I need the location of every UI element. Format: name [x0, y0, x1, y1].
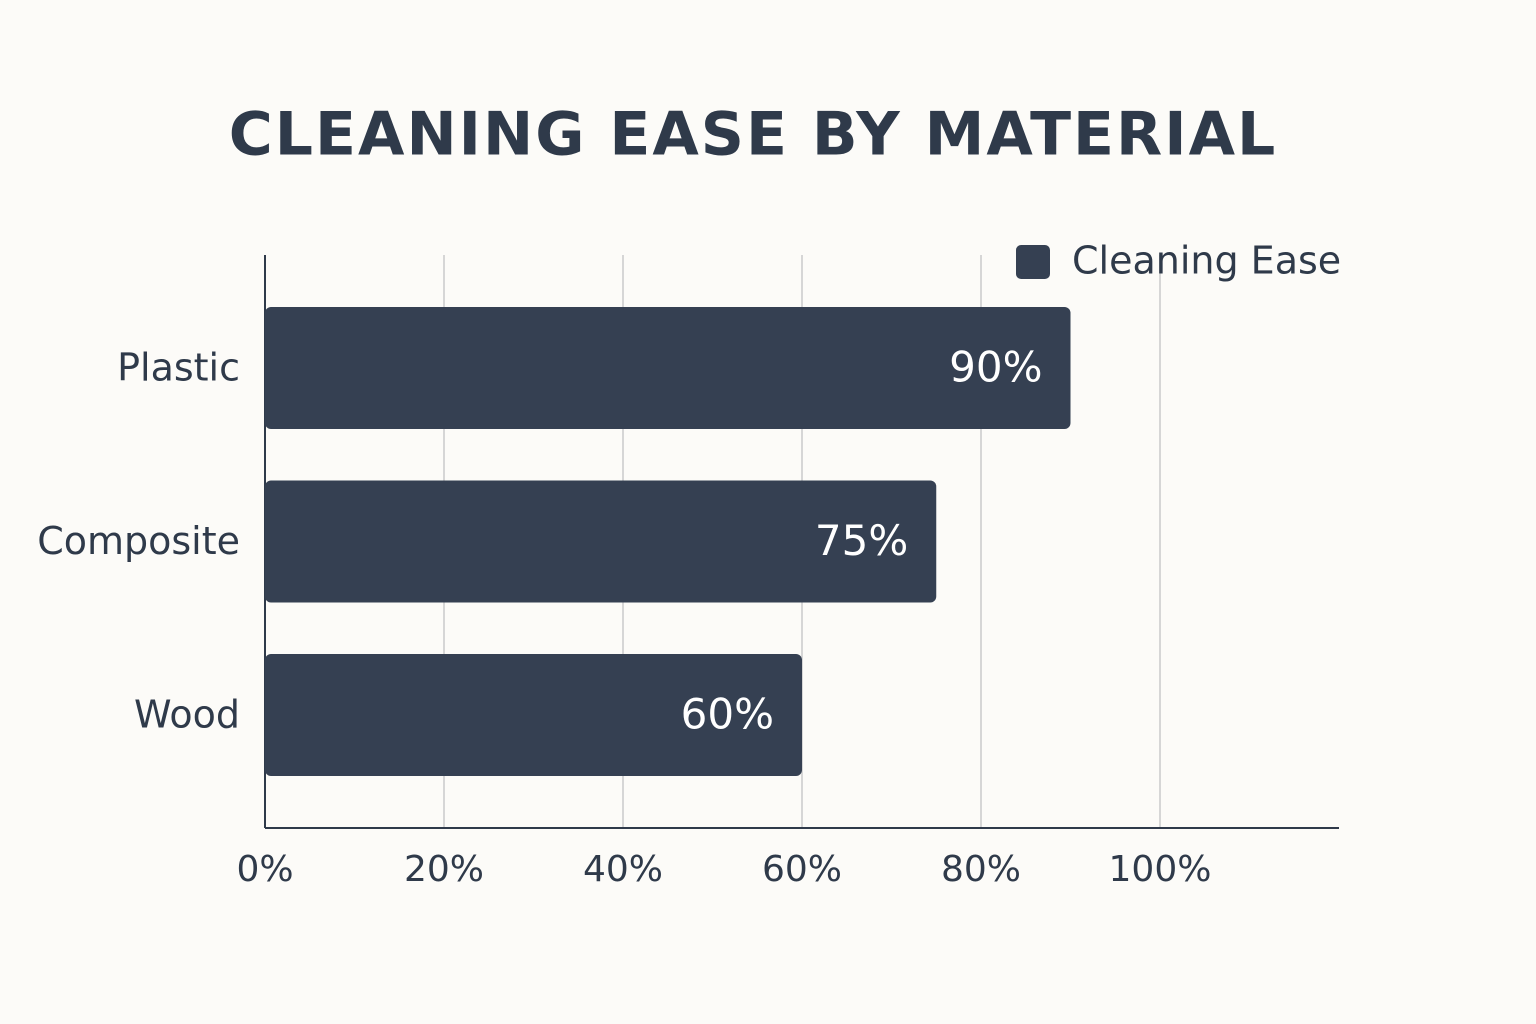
value-label: 60%	[681, 690, 774, 739]
legend-swatch	[1016, 245, 1050, 279]
x-tick-label: 60%	[762, 849, 842, 890]
y-tick-label: Plastic	[117, 346, 240, 390]
bar	[265, 480, 937, 603]
bar	[265, 654, 802, 776]
value-label: 75%	[815, 516, 908, 565]
x-tick-label: 80%	[941, 849, 1021, 890]
x-tick-label: 100%	[1109, 849, 1212, 890]
value-label: 90%	[949, 343, 1042, 392]
x-tick-label: 0%	[236, 849, 293, 890]
x-tick-label: 20%	[404, 849, 484, 890]
y-tick-label: Composite	[37, 519, 240, 563]
legend-label: Cleaning Ease	[1072, 239, 1341, 283]
y-tick-label: Wood	[134, 693, 240, 737]
bar	[265, 307, 1071, 429]
chart-title: CLEANING EASE BY MATERIAL	[229, 100, 1277, 170]
x-tick-label: 40%	[583, 849, 663, 890]
